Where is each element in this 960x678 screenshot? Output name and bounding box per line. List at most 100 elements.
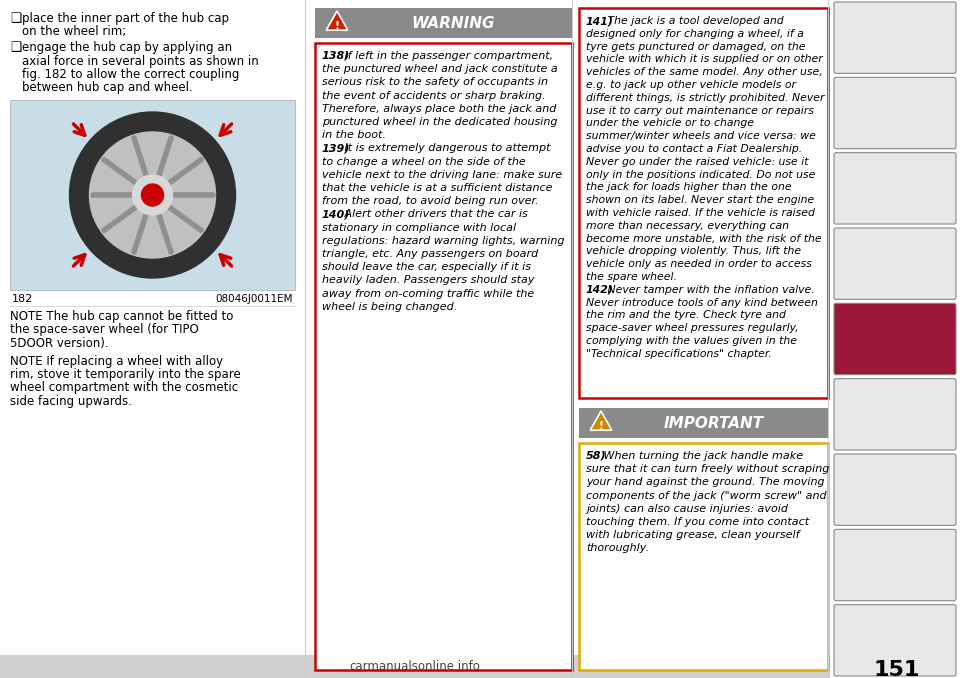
Text: axial force in several points as shown in: axial force in several points as shown i… (22, 54, 259, 68)
Text: stationary in compliance with local: stationary in compliance with local (322, 222, 516, 233)
Text: 58): 58) (586, 451, 607, 461)
Text: side facing upwards.: side facing upwards. (10, 395, 132, 408)
Text: vehicle dropping violently. Thus, lift the: vehicle dropping violently. Thus, lift t… (586, 246, 802, 256)
Text: "Technical specifications" chapter.: "Technical specifications" chapter. (586, 348, 772, 359)
Text: advise you to contact a Fiat Dealership.: advise you to contact a Fiat Dealership. (586, 144, 803, 154)
Text: heavily laden. Passengers should stay: heavily laden. Passengers should stay (322, 275, 535, 285)
Text: triangle, etc. Any passengers on board: triangle, etc. Any passengers on board (322, 249, 539, 259)
FancyBboxPatch shape (834, 2, 956, 73)
Text: NOTE The hub cap cannot be fitted to: NOTE The hub cap cannot be fitted to (10, 310, 233, 323)
Polygon shape (326, 11, 348, 31)
Text: It is extremely dangerous to attempt: It is extremely dangerous to attempt (341, 144, 551, 153)
Text: away from on-coming traffic while the: away from on-coming traffic while the (322, 289, 535, 298)
FancyBboxPatch shape (834, 153, 956, 224)
Text: more than necessary, everything can: more than necessary, everything can (586, 221, 789, 231)
Text: vehicle only as needed in order to access: vehicle only as needed in order to acces… (586, 259, 812, 269)
Text: WARNING: WARNING (412, 16, 495, 31)
Text: When turning the jack handle make: When turning the jack handle make (600, 451, 804, 461)
Text: the event of accidents or sharp braking.: the event of accidents or sharp braking. (322, 91, 545, 100)
Text: Alert other drivers that the car is: Alert other drivers that the car is (341, 210, 528, 220)
Text: 142): 142) (586, 285, 613, 295)
Bar (10, 100, 295, 290)
Text: 151: 151 (874, 660, 921, 678)
Text: serious risk to the safety of occupants in: serious risk to the safety of occupants … (322, 77, 548, 87)
Text: 138): 138) (322, 51, 350, 61)
Text: under the vehicle or to change: under the vehicle or to change (586, 119, 754, 128)
Text: e.g. to jack up other vehicle models or: e.g. to jack up other vehicle models or (586, 80, 796, 90)
Bar (0, 655, 830, 678)
Text: components of the jack ("worm screw" and: components of the jack ("worm screw" and (586, 491, 827, 500)
Text: Never go under the raised vehicle: use it: Never go under the raised vehicle: use i… (586, 157, 808, 167)
Polygon shape (590, 411, 612, 431)
Text: tyre gets punctured or damaged, on the: tyre gets punctured or damaged, on the (586, 41, 805, 52)
Text: wheel compartment with the cosmetic: wheel compartment with the cosmetic (10, 382, 238, 395)
Bar (315, 43, 572, 670)
Text: NOTE If replacing a wheel with alloy: NOTE If replacing a wheel with alloy (10, 355, 223, 367)
Text: 141): 141) (586, 16, 613, 26)
Bar (579, 443, 828, 670)
Text: place the inner part of the hub cap: place the inner part of the hub cap (22, 12, 229, 25)
Text: vehicles of the same model. Any other use,: vehicles of the same model. Any other us… (586, 67, 823, 77)
Circle shape (132, 175, 173, 215)
Text: joints) can also cause injuries: avoid: joints) can also cause injuries: avoid (586, 504, 788, 514)
Text: the jack for loads higher than the one: the jack for loads higher than the one (586, 182, 792, 193)
Text: between hub cap and wheel.: between hub cap and wheel. (22, 81, 193, 94)
Text: 139): 139) (322, 144, 350, 153)
Text: vehicle with which it is supplied or on other: vehicle with which it is supplied or on … (586, 54, 823, 64)
Text: the space-saver wheel (for TIPO: the space-saver wheel (for TIPO (10, 323, 199, 336)
Text: 08046J0011EM: 08046J0011EM (215, 294, 293, 304)
Text: to change a wheel on the side of the: to change a wheel on the side of the (322, 157, 526, 167)
Bar (579, 8, 828, 398)
Text: different things, is strictly prohibited. Never: different things, is strictly prohibited… (586, 93, 825, 103)
Bar (579, 408, 828, 438)
Text: 5DOOR version).: 5DOOR version). (10, 337, 108, 350)
Text: !: ! (334, 21, 340, 31)
Text: Never introduce tools of any kind between: Never introduce tools of any kind betwee… (586, 298, 818, 308)
Circle shape (141, 184, 163, 206)
Text: Never tamper with the inflation valve.: Never tamper with the inflation valve. (604, 285, 815, 295)
Text: your hand against the ground. The moving: your hand against the ground. The moving (586, 477, 825, 487)
Text: the punctured wheel and jack constitute a: the punctured wheel and jack constitute … (322, 64, 558, 74)
Text: that the vehicle is at a sufficient distance: that the vehicle is at a sufficient dist… (322, 183, 553, 193)
FancyBboxPatch shape (834, 303, 956, 375)
Text: regulations: hazard warning lights, warning: regulations: hazard warning lights, warn… (322, 236, 564, 246)
Text: ❑: ❑ (10, 12, 21, 25)
Text: engage the hub cap by applying an: engage the hub cap by applying an (22, 41, 232, 54)
Circle shape (69, 112, 235, 278)
Text: use it to carry out maintenance or repairs: use it to carry out maintenance or repai… (586, 106, 814, 116)
Text: IMPORTANT: IMPORTANT (663, 416, 763, 431)
FancyBboxPatch shape (834, 379, 956, 450)
Text: designed only for changing a wheel, if a: designed only for changing a wheel, if a (586, 28, 804, 39)
Text: become more unstable, with the risk of the: become more unstable, with the risk of t… (586, 234, 822, 243)
Text: thoroughly.: thoroughly. (586, 543, 649, 553)
Text: only in the positions indicated. Do not use: only in the positions indicated. Do not … (586, 170, 815, 180)
Text: with vehicle raised. If the vehicle is raised: with vehicle raised. If the vehicle is r… (586, 208, 815, 218)
Bar (315, 8, 572, 38)
Text: ❑: ❑ (10, 41, 21, 54)
Text: from the road, to avoid being run over.: from the road, to avoid being run over. (322, 196, 539, 206)
FancyBboxPatch shape (834, 77, 956, 148)
FancyBboxPatch shape (834, 228, 956, 299)
Text: Therefore, always place both the jack and: Therefore, always place both the jack an… (322, 104, 557, 114)
Text: wheel is being changed.: wheel is being changed. (322, 302, 457, 312)
Text: the spare wheel.: the spare wheel. (586, 272, 677, 282)
Text: vehicle next to the driving lane: make sure: vehicle next to the driving lane: make s… (322, 170, 563, 180)
FancyBboxPatch shape (834, 454, 956, 525)
Text: rim, stove it temporarily into the spare: rim, stove it temporarily into the spare (10, 368, 241, 381)
Text: touching them. If you come into contact: touching them. If you come into contact (586, 517, 809, 527)
Text: should leave the car, especially if it is: should leave the car, especially if it i… (322, 262, 531, 272)
FancyBboxPatch shape (834, 605, 956, 676)
Text: in the boot.: in the boot. (322, 130, 386, 140)
Text: shown on its label. Never start the engine: shown on its label. Never start the engi… (586, 195, 814, 205)
Text: 182: 182 (12, 294, 34, 304)
Bar (0, 0, 305, 678)
Circle shape (89, 132, 215, 258)
Text: sure that it can turn freely without scraping: sure that it can turn freely without scr… (586, 464, 829, 474)
Text: the rim and the tyre. Check tyre and: the rim and the tyre. Check tyre and (586, 311, 786, 321)
Text: punctured wheel in the dedicated housing: punctured wheel in the dedicated housing (322, 117, 558, 127)
Text: If left in the passenger compartment,: If left in the passenger compartment, (341, 51, 553, 61)
Text: on the wheel rim;: on the wheel rim; (22, 26, 127, 39)
Text: !: ! (598, 421, 604, 431)
Text: with lubricating grease, clean yourself: with lubricating grease, clean yourself (586, 530, 800, 540)
Text: carmanualsonline.info: carmanualsonline.info (349, 660, 480, 673)
